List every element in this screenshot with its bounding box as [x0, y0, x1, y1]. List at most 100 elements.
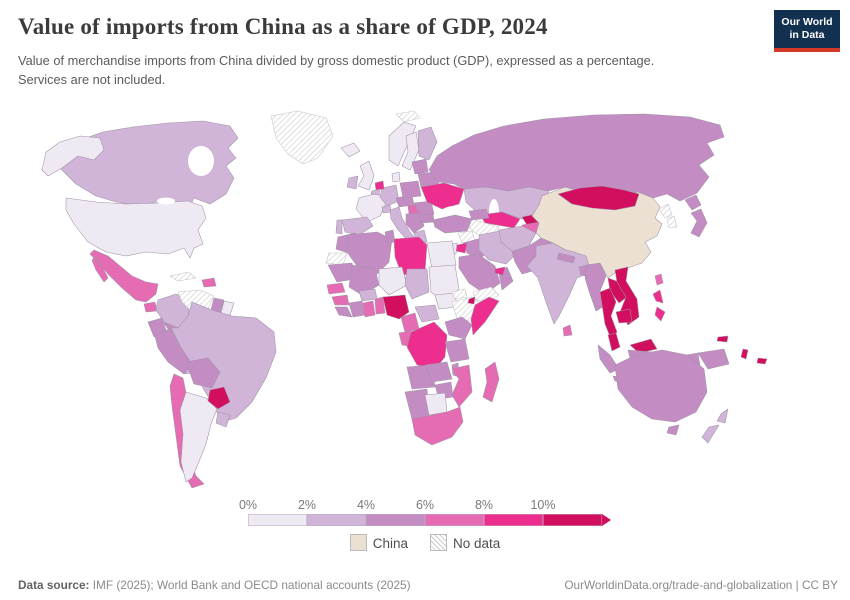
legend-nodata-entry[interactable]: No data [429, 534, 500, 551]
country-netherlands[interactable] [374, 180, 385, 191]
owid-logo[interactable]: Our World in Data [774, 10, 840, 52]
country-ivory-coast[interactable] [348, 300, 366, 318]
country-solomon-islands[interactable] [716, 335, 729, 343]
legend-tick-6%: 6% [415, 498, 435, 512]
country-djibouti[interactable] [467, 296, 476, 305]
country-cambodia[interactable] [615, 308, 633, 324]
country-sweden[interactable] [401, 131, 420, 171]
country-fiji[interactable] [756, 357, 768, 365]
country-uruguay[interactable] [215, 411, 231, 428]
country-finland[interactable] [417, 126, 438, 161]
country-svalbard[interactable] [395, 110, 421, 123]
country-balkans[interactable] [405, 212, 425, 234]
country-new-zealand[interactable] [701, 408, 729, 444]
attribution-link[interactable]: OurWorldinData.org/trade-and-globalizati… [564, 578, 838, 592]
owid-logo-line1: Our World [781, 15, 833, 28]
country-chad[interactable] [404, 268, 430, 300]
legend-bin-0-2%[interactable] [248, 514, 307, 526]
country-mongolia[interactable] [557, 185, 640, 211]
country-vanuatu[interactable] [740, 348, 749, 360]
legend-bin-2-4%[interactable] [307, 514, 366, 526]
country-japan[interactable] [684, 194, 708, 238]
country-central-african-republic[interactable] [414, 304, 440, 323]
country-new-guinea[interactable] [697, 348, 730, 370]
legend-tick-10%: 10% [530, 498, 556, 512]
country-baltic-states[interactable] [411, 158, 429, 175]
country-south-korea[interactable] [666, 215, 678, 229]
chart-subtitle: Value of merchandise imports from China … [18, 53, 655, 87]
country-taiwan[interactable] [654, 273, 664, 286]
country-spain[interactable] [341, 216, 374, 236]
country-mexico[interactable] [89, 249, 159, 303]
legend-tick-8%: 8% [474, 498, 494, 512]
country-sri-lanka[interactable] [562, 324, 573, 337]
legend-tick-2%: 2% [297, 498, 317, 512]
country-united-states[interactable] [65, 197, 207, 259]
legend-bin-4-6%[interactable] [366, 514, 425, 526]
country-zambia[interactable] [424, 361, 453, 383]
country-turkey[interactable] [432, 214, 473, 234]
country-germany[interactable] [379, 184, 400, 207]
country-bulgaria[interactable] [419, 213, 435, 224]
country-argentina[interactable] [179, 391, 218, 483]
country-south-africa[interactable] [411, 406, 464, 446]
legend-china-entry[interactable]: China [349, 534, 408, 551]
country-suriname[interactable] [220, 300, 235, 316]
country-nepal[interactable] [556, 252, 576, 264]
country-cuba[interactable] [169, 271, 197, 282]
chart-footer: Data source: IMF (2025); World Bank and … [0, 578, 850, 592]
country-belgium[interactable] [370, 188, 381, 196]
country-nigeria[interactable] [382, 294, 410, 320]
country-paraguay[interactable] [207, 386, 231, 410]
country-north-korea[interactable] [658, 203, 673, 219]
country-ukraine[interactable] [420, 182, 465, 210]
country-somalia[interactable] [470, 296, 500, 336]
country-bolivia[interactable] [185, 357, 221, 389]
country-burkina-faso[interactable] [358, 288, 378, 302]
country-tanzania[interactable] [444, 338, 470, 363]
country-philippines[interactable] [652, 289, 666, 322]
country-jordan[interactable] [455, 242, 468, 254]
country-western-sahara[interactable] [325, 252, 348, 266]
country-eritrea[interactable] [451, 288, 468, 300]
country-namibia[interactable] [404, 388, 430, 420]
country-denmark[interactable] [391, 171, 401, 183]
country-ecuador[interactable] [147, 317, 167, 338]
country-botswana[interactable] [424, 392, 448, 416]
country-vietnam[interactable] [614, 266, 640, 326]
legend-bin->10%[interactable] [543, 514, 602, 526]
country-portugal[interactable] [335, 219, 343, 235]
country-caucasus[interactable] [468, 208, 490, 221]
country-uganda-kenya[interactable] [444, 316, 473, 340]
legend-tick-0%: 0% [238, 498, 258, 512]
legend-bin-8-10%[interactable] [484, 514, 543, 526]
country-australia[interactable] [614, 349, 708, 436]
country-niger[interactable] [378, 266, 408, 296]
china-swatch [349, 534, 367, 551]
country-mozambique[interactable] [451, 364, 473, 408]
country-alaska[interactable] [41, 135, 105, 177]
country-norway[interactable] [388, 121, 417, 167]
country-thailand[interactable] [599, 287, 618, 340]
world-map [41, 110, 768, 489]
country-united-arab-emirates[interactable] [494, 266, 506, 276]
country-egypt[interactable] [426, 240, 457, 270]
country-guinea[interactable] [331, 294, 350, 306]
country-guatemala[interactable] [143, 301, 158, 313]
country-senegal[interactable] [326, 282, 346, 295]
country-poland[interactable] [399, 180, 422, 199]
country-tunisia[interactable] [384, 229, 396, 244]
country-united-kingdom[interactable] [357, 160, 375, 191]
country-togo-benin[interactable] [374, 296, 386, 315]
legend-bin-6-8%[interactable] [425, 514, 484, 526]
country-malaysia[interactable] [607, 332, 658, 354]
country-madagascar[interactable] [482, 361, 500, 403]
country-peru[interactable] [154, 327, 193, 375]
country-ireland[interactable] [346, 175, 359, 190]
country-sierra-leone-liberia[interactable] [334, 306, 353, 318]
country-greenland[interactable] [270, 110, 334, 165]
country-iceland[interactable] [340, 142, 361, 158]
country-romania[interactable] [413, 200, 435, 216]
country-dominican-republic[interactable] [201, 277, 217, 288]
country-ghana[interactable] [362, 300, 376, 318]
